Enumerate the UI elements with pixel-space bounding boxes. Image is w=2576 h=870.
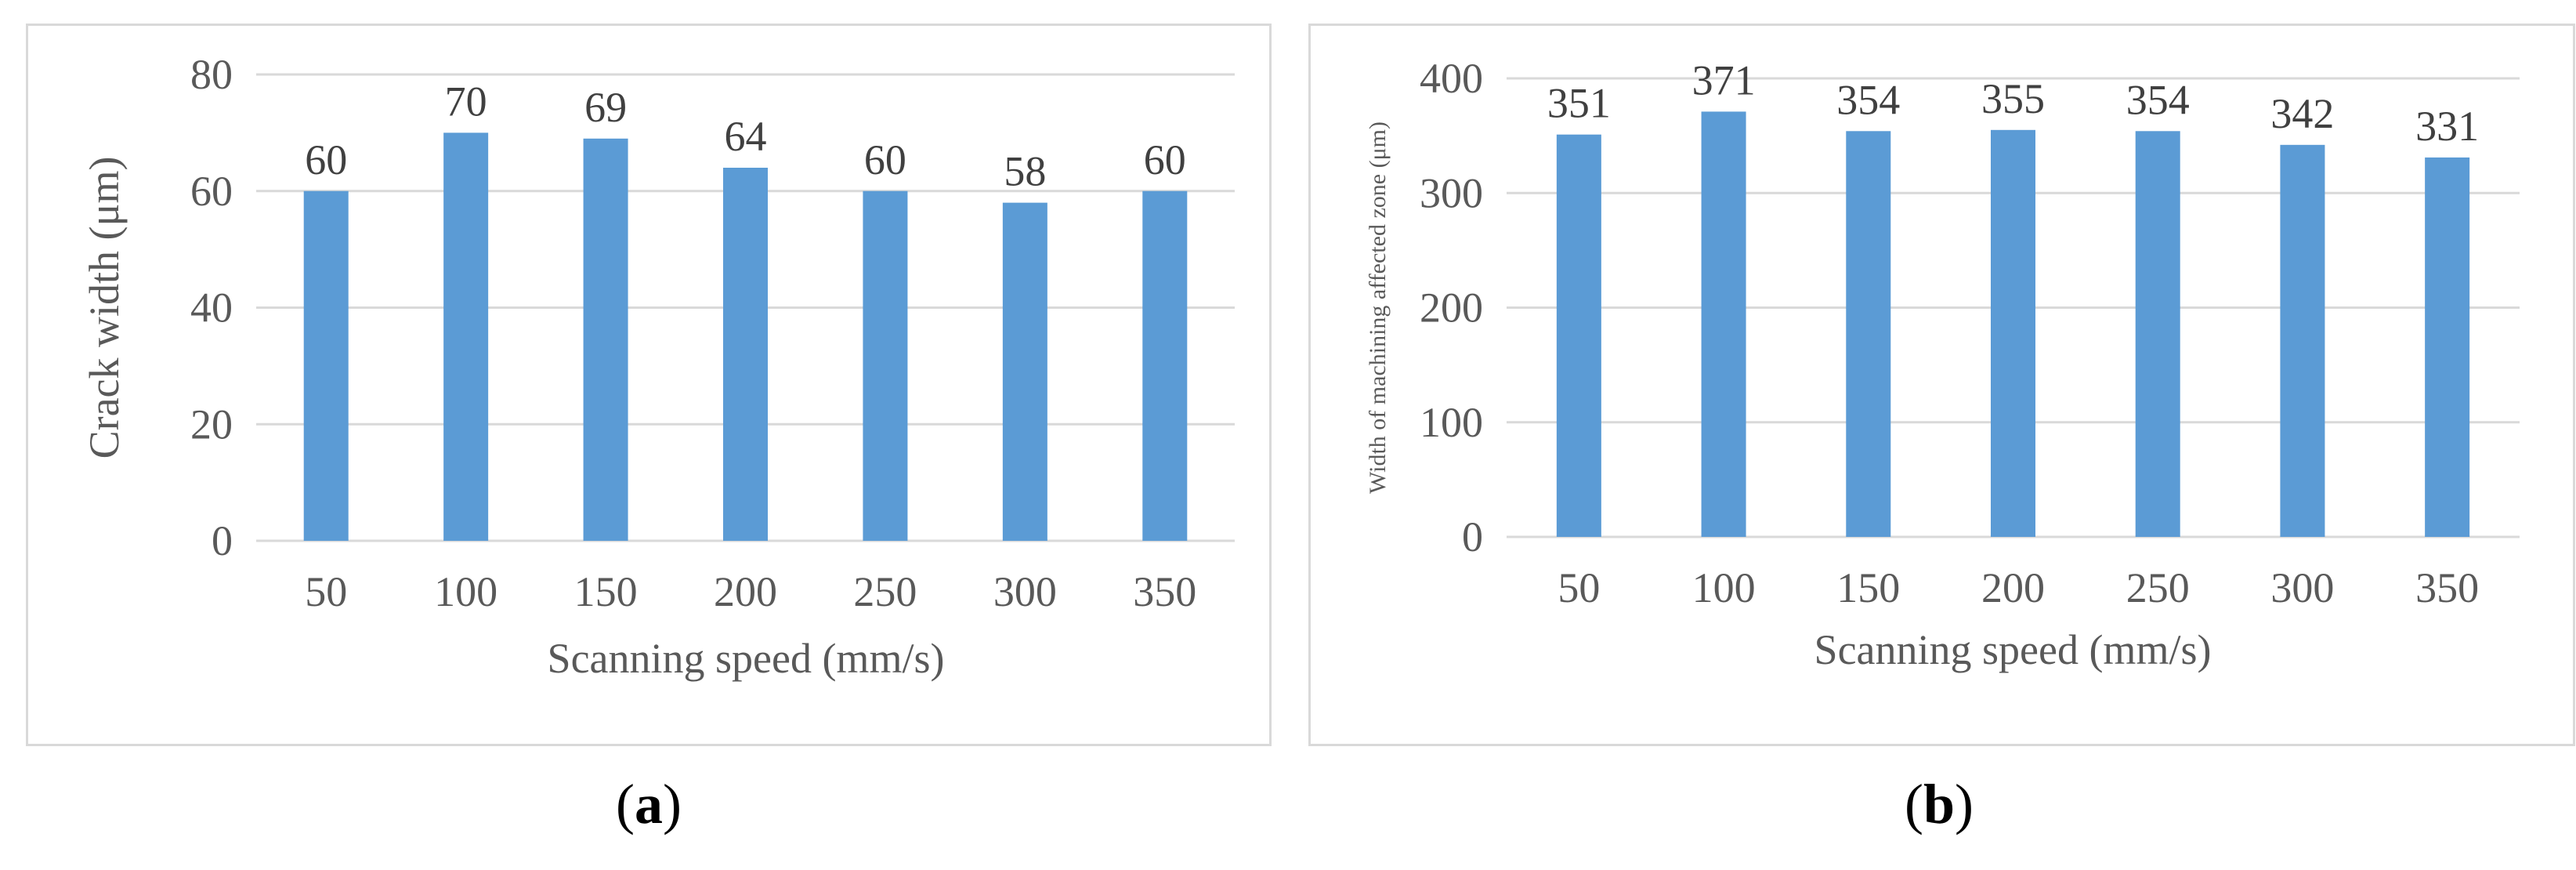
x-tick-label: 300: [2270, 564, 2334, 611]
bar: [1142, 190, 1188, 541]
y-tick-label: 400: [1420, 55, 1483, 102]
bar: [1002, 202, 1047, 541]
y-axis-title: Crack width (μm): [81, 157, 128, 459]
chart-b: 0 100 200 300 400 351 50 371 100 354 150 355 200 354 2…: [1308, 24, 2575, 746]
bar: [583, 138, 628, 541]
x-tick-label: 300: [993, 568, 1057, 615]
bar: [2425, 157, 2470, 537]
chart-a-svg: 0 20 40 60 80 60 50 70 100 69 150 64 200 60 250 58 300 60…: [81, 51, 1235, 682]
y-tick-label: 20: [190, 401, 233, 448]
x-tick-label: 150: [574, 568, 638, 615]
x-tick-label: 50: [305, 568, 347, 615]
y-tick-label: 0: [1462, 513, 1483, 560]
data-label: 354: [1836, 76, 1900, 123]
x-tick-label: 350: [2415, 564, 2479, 611]
panel-label-a: (a): [616, 773, 682, 836]
chart-a: 0 20 40 60 80 60 50 70 100 69 150 64 200 60 250 58 300 60…: [26, 24, 1272, 746]
bar: [1991, 129, 2035, 537]
bar: [2135, 131, 2180, 537]
data-label: 64: [725, 113, 767, 160]
data-label: 58: [1004, 148, 1046, 195]
x-tick-label: 100: [1692, 564, 1756, 611]
data-label: 69: [584, 84, 627, 131]
y-tick-label: 0: [212, 517, 233, 564]
x-tick-label: 200: [714, 568, 777, 615]
x-tick-label: 250: [2126, 564, 2190, 611]
data-label: 354: [2126, 76, 2190, 123]
bar: [2280, 144, 2325, 537]
bar: [303, 190, 349, 541]
y-tick-label: 60: [190, 168, 233, 215]
data-label: 355: [1981, 75, 2045, 122]
data-label: 60: [305, 136, 347, 183]
bar: [443, 132, 489, 541]
data-label: 60: [864, 136, 906, 183]
data-label: 351: [1547, 80, 1611, 127]
y-tick-label: 300: [1420, 169, 1483, 216]
x-tick-label: 200: [1981, 564, 2045, 611]
data-label: 60: [1144, 136, 1186, 183]
chart-b-svg: 0 100 200 300 400 351 50 371 100 354 150 355 200 354 2…: [1365, 55, 2520, 673]
y-axis-title: Width of machining affected zone (μm): [1365, 121, 1391, 494]
bar: [863, 190, 908, 541]
x-axis-title: Scanning speed (mm/s): [1814, 626, 2212, 673]
x-axis-title: Scanning speed (mm/s): [548, 635, 945, 682]
bar: [1701, 111, 1746, 538]
data-label: 331: [2415, 103, 2479, 150]
bar: [723, 168, 768, 541]
data-label: 70: [445, 78, 487, 125]
bar: [1846, 131, 1891, 537]
x-tick-label: 250: [853, 568, 917, 615]
data-label: 342: [2270, 90, 2334, 137]
bar: [1556, 134, 1601, 538]
x-tick-label: 100: [434, 568, 497, 615]
y-tick-label: 100: [1420, 399, 1483, 446]
x-tick-label: 350: [1133, 568, 1196, 615]
data-label: 371: [1692, 56, 1756, 103]
y-tick-label: 40: [190, 285, 233, 332]
x-tick-label: 150: [1836, 564, 1900, 611]
y-tick-label: 200: [1420, 285, 1483, 332]
y-tick-label: 80: [190, 51, 233, 98]
panel-label-b: (b): [1904, 773, 1974, 836]
x-tick-label: 50: [1558, 564, 1600, 611]
